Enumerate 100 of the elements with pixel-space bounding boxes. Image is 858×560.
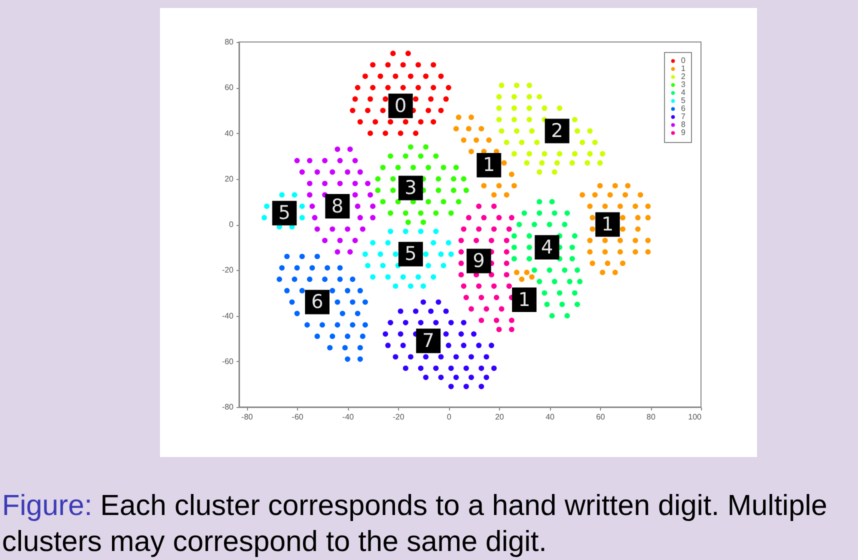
point — [433, 210, 439, 216]
point — [597, 160, 603, 166]
point — [602, 249, 608, 255]
point — [496, 94, 502, 100]
point — [380, 198, 386, 204]
point — [395, 164, 401, 170]
point — [481, 214, 487, 220]
point — [446, 240, 452, 246]
point — [360, 226, 366, 232]
point — [350, 322, 356, 328]
point — [430, 119, 436, 125]
point — [382, 130, 388, 136]
point — [330, 226, 336, 232]
point — [476, 283, 482, 289]
point — [390, 188, 396, 194]
point — [468, 114, 474, 120]
point — [587, 151, 593, 157]
point — [400, 62, 406, 68]
point — [559, 302, 565, 308]
point — [544, 302, 550, 308]
point — [625, 182, 631, 188]
point — [337, 265, 343, 271]
point — [478, 294, 484, 300]
point — [478, 384, 484, 390]
point — [453, 354, 459, 360]
point — [448, 210, 454, 216]
annotation: 5 — [404, 243, 417, 266]
point — [587, 204, 593, 209]
point — [463, 384, 469, 390]
point — [463, 294, 469, 300]
point — [360, 334, 366, 340]
x-tick-label: 20 — [495, 412, 505, 422]
point — [552, 278, 558, 284]
point — [436, 176, 442, 182]
point — [337, 180, 343, 186]
point — [368, 96, 374, 102]
point — [476, 226, 482, 232]
point — [463, 365, 469, 371]
point — [322, 276, 328, 282]
point — [370, 274, 376, 280]
point — [645, 249, 651, 255]
point — [491, 365, 497, 371]
point — [508, 318, 514, 324]
point — [478, 365, 484, 371]
legend-label: 3 — [681, 80, 686, 89]
point — [552, 169, 558, 175]
point — [365, 108, 370, 114]
point — [385, 342, 391, 348]
point — [612, 182, 618, 188]
point — [276, 276, 282, 282]
point — [264, 204, 270, 209]
point — [292, 192, 298, 198]
point — [501, 160, 507, 166]
point — [402, 210, 408, 216]
point — [433, 320, 439, 326]
point — [354, 204, 360, 209]
point — [511, 233, 517, 239]
point — [410, 164, 416, 170]
point — [494, 294, 500, 300]
point — [370, 240, 376, 246]
point — [314, 226, 320, 232]
point — [430, 240, 436, 246]
point — [362, 299, 368, 305]
point — [526, 82, 532, 88]
annotation: 9 — [472, 250, 485, 272]
y-tick-label: -20 — [222, 266, 234, 275]
point — [398, 308, 404, 314]
point — [420, 219, 426, 225]
point — [340, 310, 346, 316]
point — [430, 84, 436, 90]
annotation: 5 — [278, 202, 290, 224]
point — [337, 276, 343, 282]
point — [526, 94, 532, 100]
point — [448, 384, 454, 390]
point — [412, 130, 418, 136]
point — [337, 238, 343, 244]
point — [428, 96, 434, 102]
x-tick-label: 80 — [646, 412, 656, 422]
point — [456, 114, 462, 120]
point — [412, 308, 418, 314]
point — [416, 84, 421, 90]
point — [468, 354, 474, 360]
point — [433, 153, 439, 159]
point — [496, 182, 502, 188]
point — [385, 62, 391, 68]
point — [390, 50, 396, 56]
point — [511, 116, 517, 122]
point — [460, 226, 466, 232]
point — [418, 119, 424, 125]
point — [388, 228, 394, 234]
point — [645, 214, 651, 220]
point — [617, 238, 623, 244]
point — [350, 108, 356, 114]
point — [438, 251, 444, 257]
legend-label: 8 — [681, 120, 686, 129]
point — [416, 62, 421, 68]
point — [368, 130, 374, 136]
point — [590, 226, 596, 232]
x-tick-label: -20 — [392, 412, 405, 422]
x-tick-label: -60 — [292, 412, 304, 422]
